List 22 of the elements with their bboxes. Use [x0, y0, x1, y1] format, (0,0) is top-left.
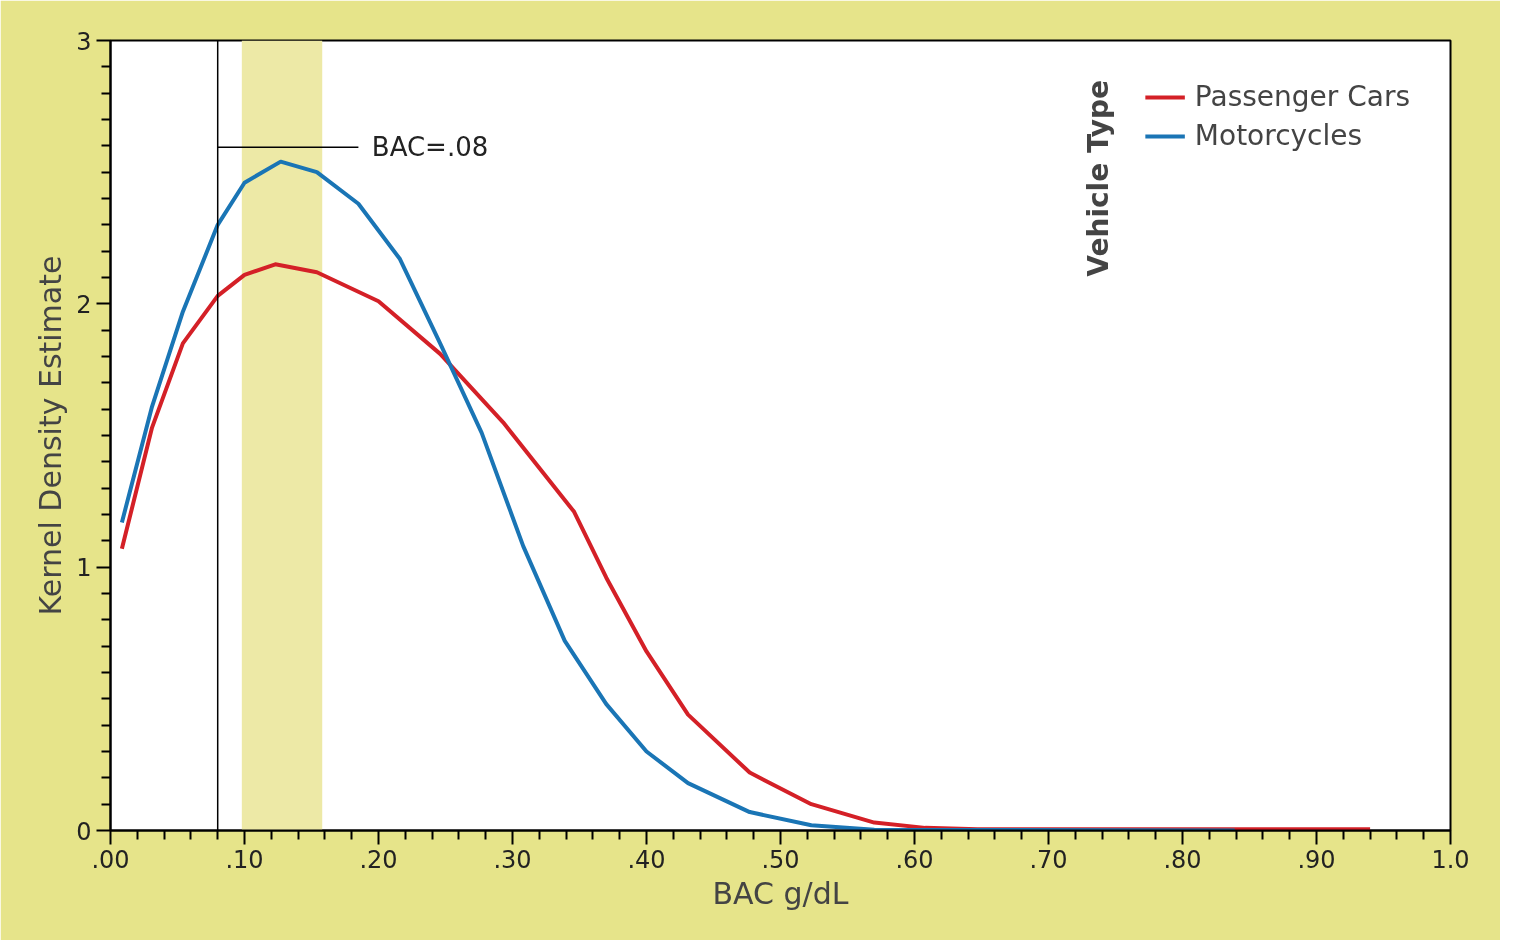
y-tick-label: 0	[76, 817, 92, 846]
legend-label: Motorcycles	[1194, 119, 1363, 152]
x-tick-label: .70	[1029, 845, 1068, 874]
y-tick-label: 1	[76, 554, 92, 583]
x-tick-label: .20	[359, 845, 398, 874]
legend-title: Vehicle Type	[1081, 80, 1115, 277]
y-tick-label: 3	[76, 27, 92, 56]
ref-line-label: BAC=.08	[371, 132, 489, 163]
x-tick-label: .30	[493, 845, 532, 874]
x-tick-label: .50	[761, 845, 800, 874]
x-tick-label: .40	[627, 845, 666, 874]
legend-label: Passenger Cars	[1194, 80, 1410, 113]
x-tick-label: .90	[1297, 845, 1336, 874]
x-tick-label: .00	[91, 845, 130, 874]
y-axis-title: Kernel Density Estimate	[33, 255, 69, 616]
x-tick-label: 1.0	[1431, 845, 1470, 874]
x-tick-label: .60	[895, 845, 934, 874]
y-tick-label: 2	[76, 290, 92, 319]
x-tick-label: .80	[1163, 845, 1202, 874]
x-tick-label: .10	[225, 845, 264, 874]
line-series	[119, 159, 1237, 831]
x-axis-title: BAC g/dL	[712, 875, 849, 911]
